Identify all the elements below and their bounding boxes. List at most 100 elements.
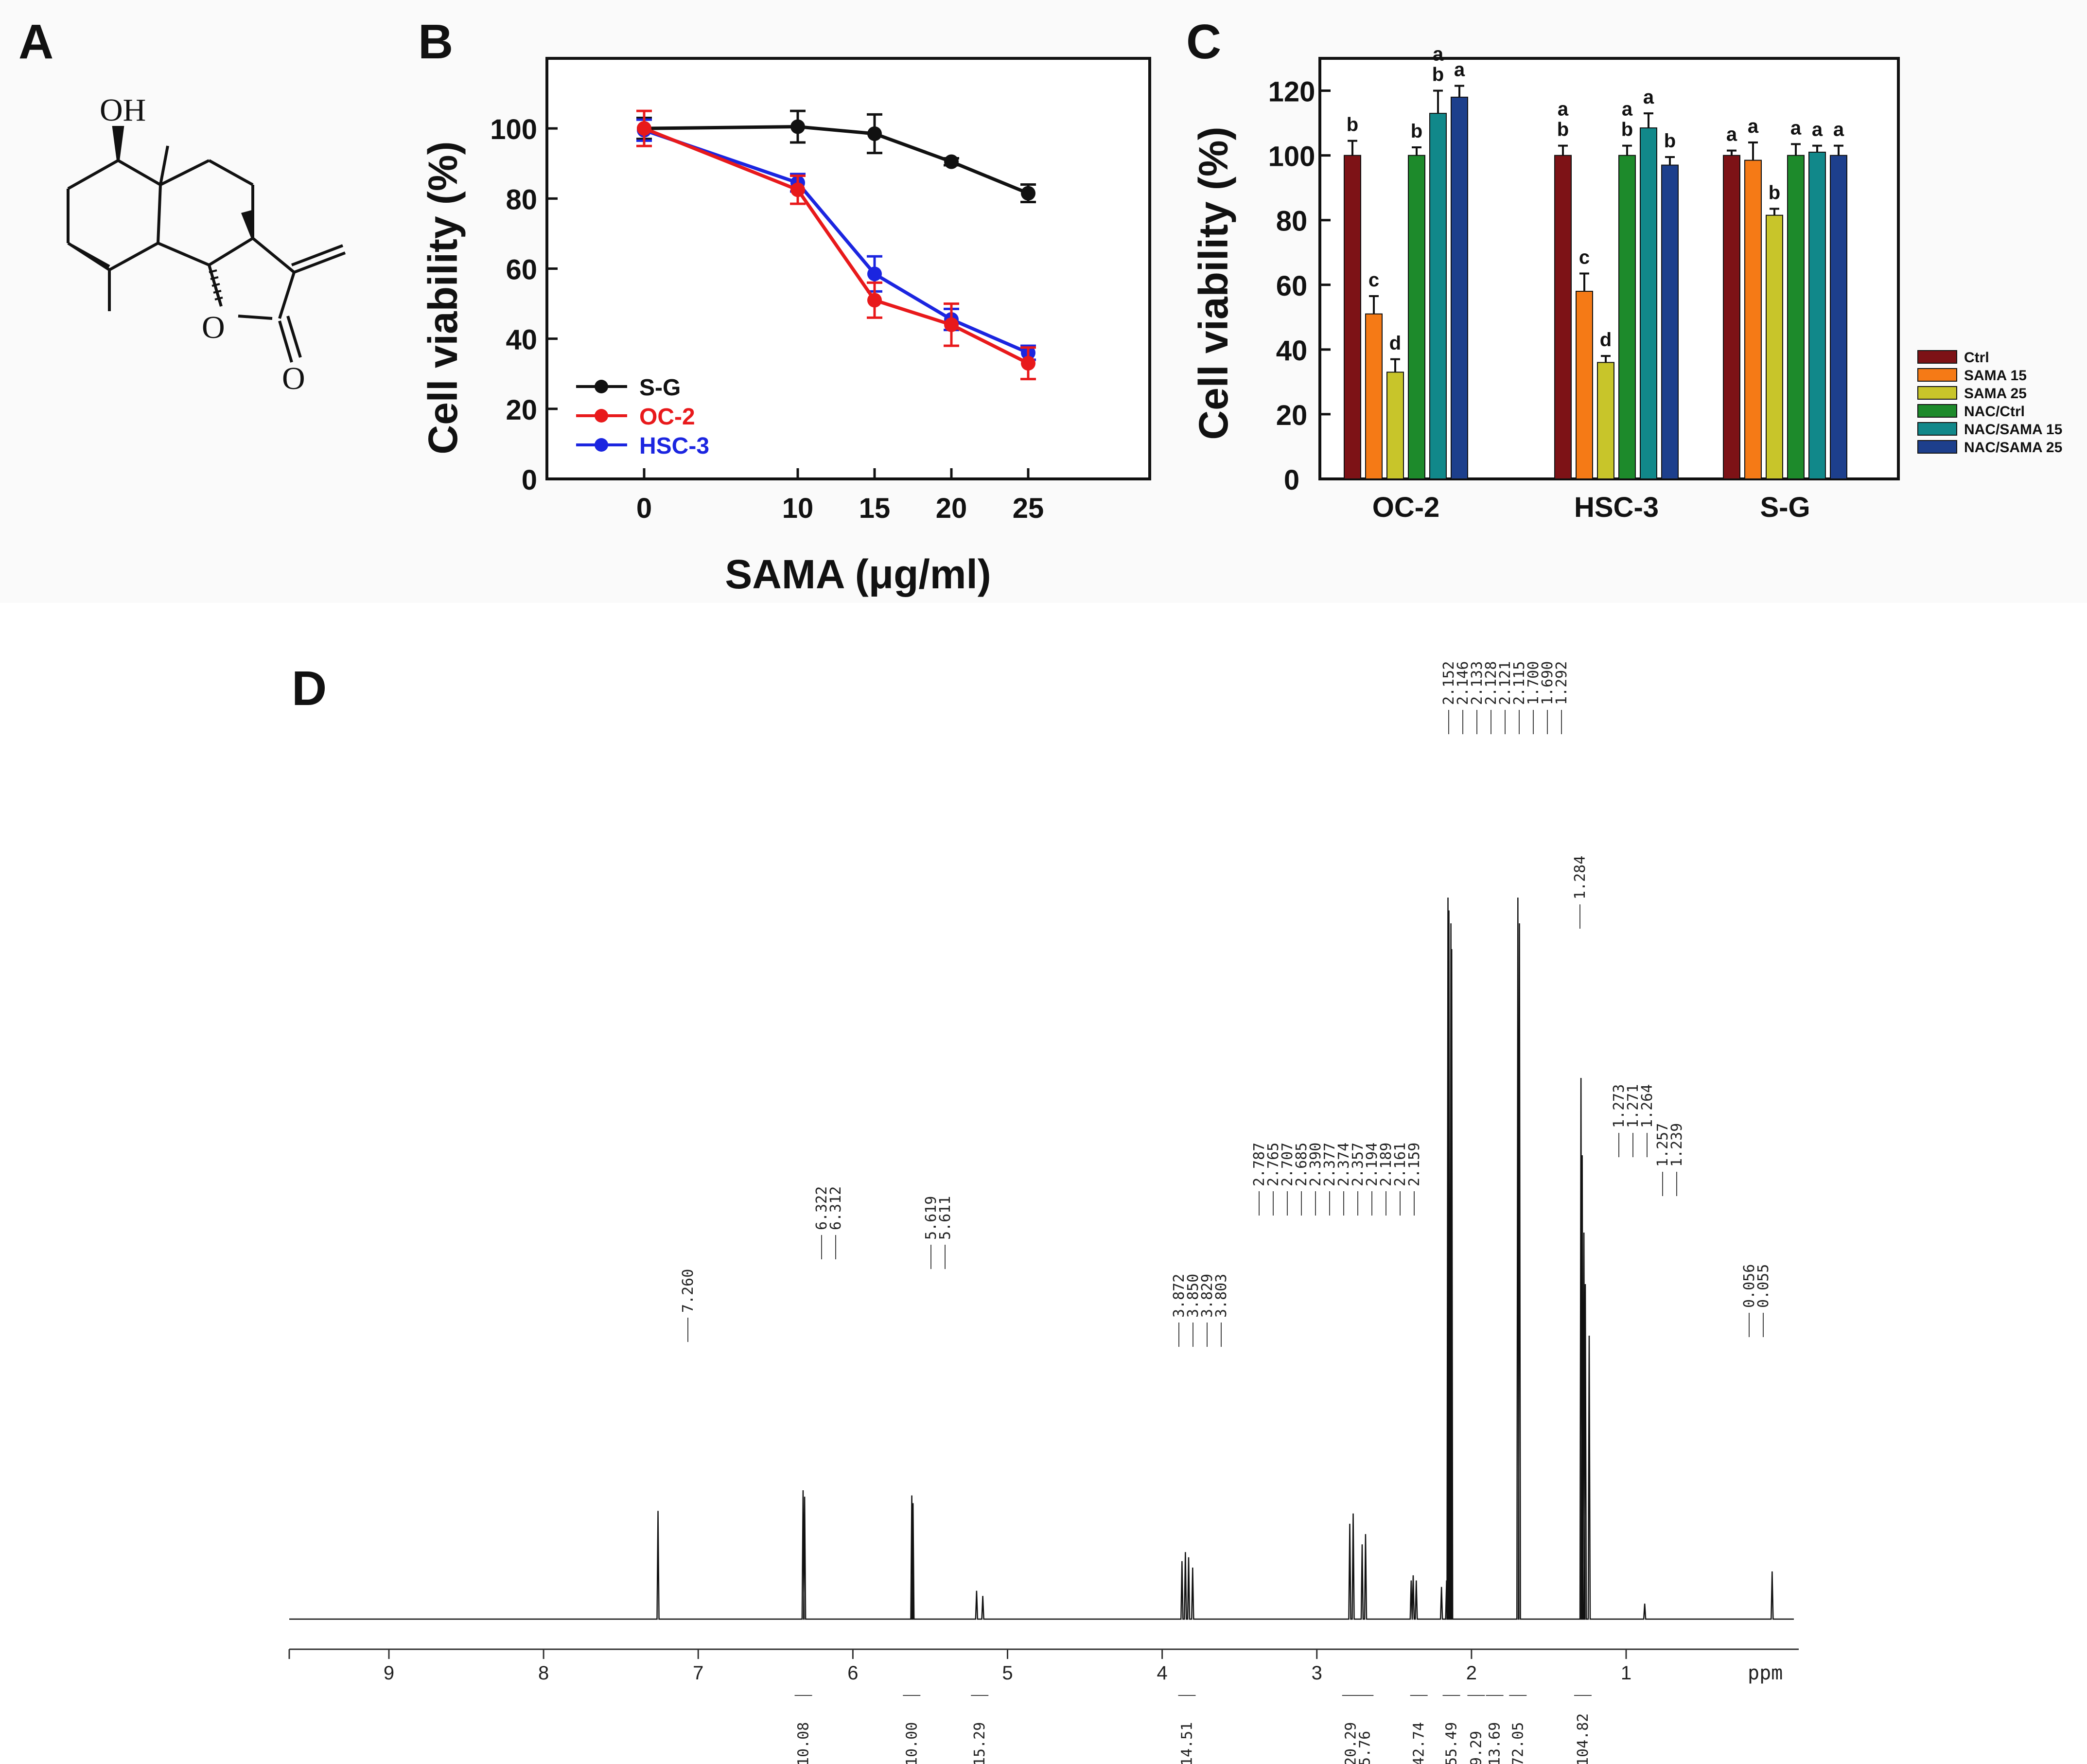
integral-value: 104.82 xyxy=(1575,1713,1592,1764)
peak-label: 2.390 xyxy=(1307,1143,1324,1186)
molecule-drawing xyxy=(67,126,346,363)
bond xyxy=(157,242,210,266)
legend-swatch xyxy=(1917,386,1957,400)
significance-letter: a xyxy=(1643,87,1654,108)
peak-label: 1.700 xyxy=(1525,661,1542,705)
integral-value: 15.29 xyxy=(971,1722,988,1764)
carbonyl-bond xyxy=(278,320,293,363)
bar xyxy=(1576,291,1593,479)
bar xyxy=(1808,151,1826,479)
legend-label: HSC-3 xyxy=(639,433,709,459)
x-tick-label-b: 20 xyxy=(936,493,967,524)
x-tick-label-d: 2 xyxy=(1466,1662,1477,1684)
x-tick-label-b: 15 xyxy=(859,493,891,524)
y-tick-label-c: 120 xyxy=(1268,76,1315,108)
peak-label: 2.152 xyxy=(1440,661,1457,705)
legend-marker xyxy=(595,380,608,393)
carbonyl-oxygen-label: O xyxy=(282,361,305,396)
significance-letter: a xyxy=(1622,99,1633,120)
data-point xyxy=(1021,356,1035,371)
significance-letter: d xyxy=(1600,329,1612,351)
x-tick-label-c: OC-2 xyxy=(1372,492,1440,523)
wedge-bond xyxy=(241,210,254,239)
hash-bond xyxy=(214,297,223,300)
x-tick-label-b: 10 xyxy=(782,493,814,524)
significance-letter: b xyxy=(1432,64,1444,86)
integral-value: 5.76 xyxy=(1356,1731,1373,1764)
plot-area-b xyxy=(545,57,1151,480)
y-axis-label-b: Cell viability (%) xyxy=(420,141,466,454)
bond xyxy=(208,237,254,266)
peak-label: 0.055 xyxy=(1755,1264,1772,1308)
peak-label: 6.322 xyxy=(813,1186,830,1230)
legend-label: SAMA 15 xyxy=(1964,368,2027,384)
significance-letter: a xyxy=(1833,119,1844,141)
significance-letter: b xyxy=(1664,130,1676,152)
data-point xyxy=(790,119,805,134)
y-tick-label-b: 60 xyxy=(506,254,537,286)
y-tick-label-b: 20 xyxy=(506,394,537,426)
x-tick-label-d: 6 xyxy=(847,1662,858,1684)
x-axis-label-b: SAMA (μg/ml) xyxy=(725,551,991,597)
bar xyxy=(1451,96,1468,480)
legend-marker xyxy=(595,409,608,423)
significance-letter: a xyxy=(1454,59,1465,81)
y-tick-label-c: 80 xyxy=(1276,206,1308,237)
methylene-bond xyxy=(293,251,346,274)
line-chart-b: 0 20 40 60 80 100 0 10 15 20 25 SAMA (μg/ml) Cell vi… xyxy=(420,57,1151,597)
data-point xyxy=(867,293,882,308)
methylene-bond xyxy=(291,244,344,266)
bar xyxy=(1365,313,1383,480)
x-tick-label-d: 9 xyxy=(384,1662,394,1684)
significance-letter: a xyxy=(1558,99,1569,120)
legend-label: NAC/SAMA 25 xyxy=(1964,440,2062,456)
integral-value: 13.69 xyxy=(1487,1722,1504,1764)
legend-label: NAC/Ctrl xyxy=(1964,404,2025,420)
bond xyxy=(159,159,210,186)
y-tick-label-b: 100 xyxy=(490,114,537,145)
legend-label: OC-2 xyxy=(639,404,695,430)
y-tick-label-c: 20 xyxy=(1276,400,1308,431)
peak-label: 2.128 xyxy=(1483,661,1500,705)
data-point xyxy=(637,121,651,136)
peak-label: 2.133 xyxy=(1469,661,1486,705)
x-tick-label-d: 4 xyxy=(1157,1662,1168,1684)
bond xyxy=(157,184,162,244)
legend-label: SAMA 25 xyxy=(1964,386,2027,402)
x-tick-label-c: HSC-3 xyxy=(1574,492,1659,523)
legend-swatch xyxy=(1917,422,1957,436)
peak-label: 1.292 xyxy=(1553,661,1570,705)
bar xyxy=(1344,155,1361,480)
legend-swatch xyxy=(1917,440,1957,454)
peak-label: 3.872 xyxy=(1171,1274,1188,1318)
carbonyl-bond xyxy=(286,316,302,358)
integral-value: 20.29 xyxy=(1343,1722,1360,1764)
significance-letter: a xyxy=(1748,116,1759,137)
significance-letter: b xyxy=(1557,119,1569,141)
peak-label: 2.189 xyxy=(1378,1143,1395,1186)
significance-letter: d xyxy=(1389,333,1401,354)
peak-label: 3.850 xyxy=(1185,1274,1202,1318)
integral-value: 14.51 xyxy=(1179,1722,1196,1764)
integral-value: 10.00 xyxy=(903,1722,920,1764)
bar xyxy=(1554,155,1572,480)
bond xyxy=(117,159,161,186)
x-tick-label-b: 0 xyxy=(636,493,652,524)
peak-label: 5.619 xyxy=(923,1196,940,1240)
peak-label: 2.194 xyxy=(1364,1143,1381,1186)
integral-value: 10.08 xyxy=(795,1722,812,1764)
peak-label: 1.284 xyxy=(1572,856,1589,900)
peak-label: 6.312 xyxy=(827,1186,844,1230)
y-tick-label-b: 0 xyxy=(522,464,537,496)
lactone-bond xyxy=(252,237,295,274)
peak-label: 1.239 xyxy=(1668,1123,1685,1167)
hydroxyl-wedge xyxy=(112,126,124,161)
bar xyxy=(1408,155,1425,480)
peak-label: 2.707 xyxy=(1279,1143,1296,1186)
data-point xyxy=(790,182,805,197)
legend-label: Ctrl xyxy=(1964,350,1989,366)
peak-label: 3.803 xyxy=(1213,1274,1230,1318)
x-tick-label-d: 5 xyxy=(1002,1662,1013,1684)
